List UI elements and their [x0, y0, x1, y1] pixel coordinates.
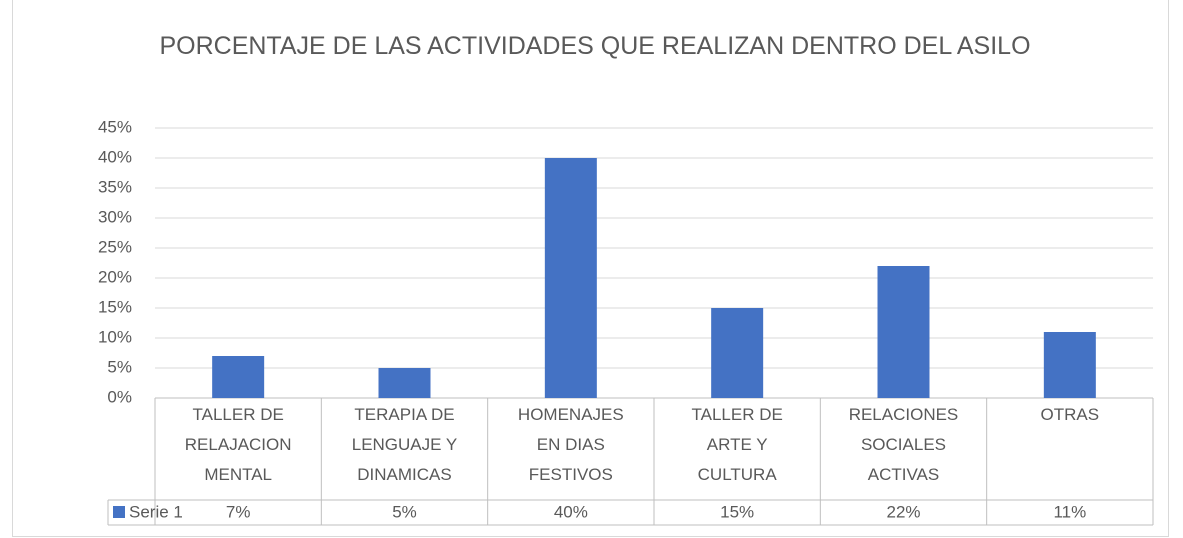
bar — [711, 308, 764, 398]
y-tick-label: 40% — [98, 147, 132, 166]
bar — [877, 266, 930, 398]
table-value: 11% — [1053, 502, 1086, 521]
table-value: 15% — [720, 502, 754, 521]
bar — [544, 158, 597, 398]
x-tick-label: RELACIONES SOCIALES ACTIVAS — [848, 405, 959, 484]
y-tick-label: 35% — [98, 177, 132, 196]
y-tick-label: 25% — [98, 237, 132, 256]
x-tick-label: OTRAS — [1040, 405, 1100, 424]
y-tick-label: 15% — [98, 297, 132, 316]
legend-swatch — [113, 506, 125, 518]
bar — [212, 356, 265, 398]
x-tick-label: HOMENAJES EN DIAS FESTIVOS — [517, 405, 624, 484]
chart-frame — [12, 0, 1169, 537]
bar — [1043, 332, 1096, 398]
table-value: 7% — [226, 502, 251, 521]
y-tick-label: 0% — [107, 387, 132, 406]
legend-label: Serie 1 — [129, 502, 183, 521]
table-value: 40% — [554, 502, 588, 521]
table-value: 22% — [886, 502, 920, 521]
x-tick-label: TERAPIA DE LENGUAJE Y DINAMICAS — [351, 405, 458, 484]
x-tick-label: TALLER DE RELAJACION MENTAL — [184, 405, 292, 484]
chart-title: PORCENTAJE DE LAS ACTIVIDADES QUE REALIZ… — [159, 32, 1031, 60]
y-tick-label: 5% — [107, 357, 132, 376]
y-tick-label: 30% — [98, 207, 132, 226]
table-value: 5% — [392, 502, 417, 521]
bar — [378, 368, 431, 398]
y-tick-label: 45% — [98, 117, 132, 136]
x-tick-label: TALLER DE ARTE Y CULTURA — [691, 405, 783, 484]
y-tick-label: 10% — [98, 327, 132, 346]
y-tick-label: 20% — [98, 267, 132, 286]
